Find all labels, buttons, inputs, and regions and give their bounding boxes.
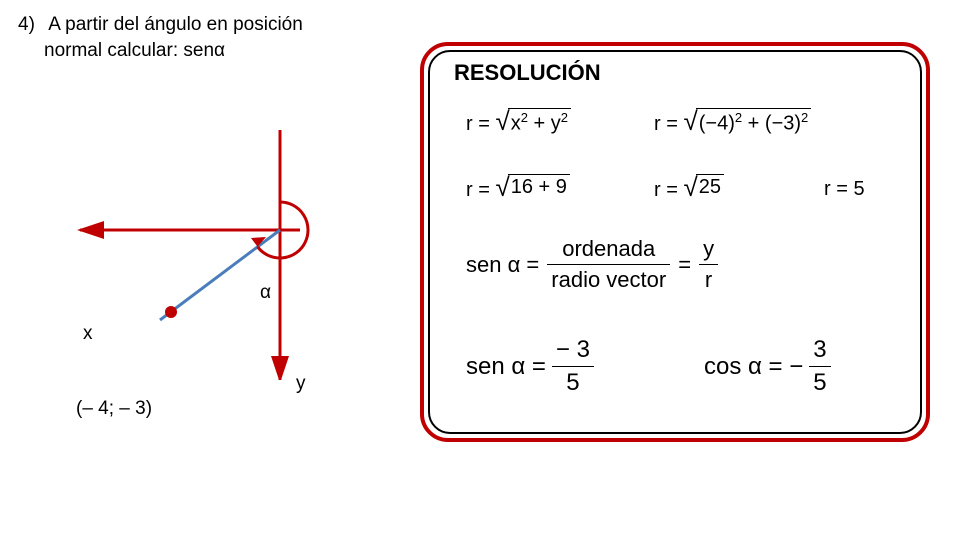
problem-statement: 4) A partir del ángulo en posición norma…	[18, 12, 378, 63]
y-axis-label: y	[296, 373, 306, 395]
eq-r-step2b: r = √25	[654, 174, 724, 202]
eq-cos-value: cos α = − 3 5	[704, 336, 831, 397]
eq-r-formula: r = √x2 + y2	[466, 108, 571, 136]
radicand-1a: x2 + y2	[508, 108, 571, 136]
point-label: (– 4; – 3)	[76, 398, 152, 420]
eq-r-substitute: r = √(−4)2 + (−3)2	[654, 108, 811, 136]
terminal-ray	[160, 230, 280, 320]
alpha-label: α	[260, 282, 271, 304]
resolution-title: RESOLUCIÓN	[454, 60, 601, 86]
eq-r-step2a: r = √16 + 9	[466, 174, 570, 202]
problem-line1: A partir del ángulo en posición	[48, 14, 303, 35]
angle-diagram	[60, 120, 380, 380]
point-marker	[165, 306, 177, 318]
eq-sen-value: sen α = − 3 5	[466, 336, 594, 397]
radicand-1b: (−4)2 + (−3)2	[696, 108, 812, 136]
resolution-panel: RESOLUCIÓN r = √x2 + y2 r = √(−4)2 + (−3…	[420, 42, 930, 442]
eq-r-result: r = 5	[824, 178, 865, 201]
problem-line2: normal calcular: senα	[44, 40, 225, 61]
eq-sen-def: sen α = ordenada radio vector = y r	[466, 236, 718, 293]
problem-number: 4)	[18, 12, 44, 38]
x-axis-label: x	[83, 323, 93, 345]
